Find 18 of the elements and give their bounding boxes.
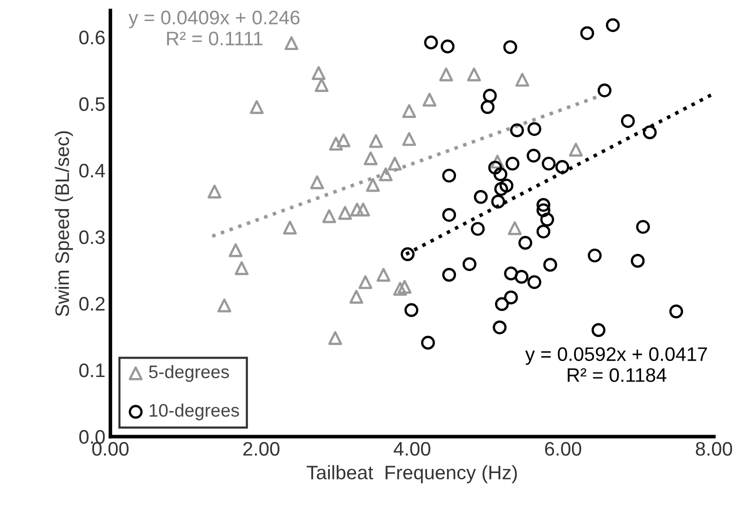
y-tick-label: 0.1	[79, 363, 105, 378]
y-axis-title: Swim Speed (BL/sec)	[54, 131, 73, 316]
y-tick-label: 0.3	[79, 230, 105, 244]
x-axis-title: Tailbeat Frequency (Hz)	[306, 465, 517, 484]
legend-label: 5-degrees	[149, 365, 229, 382]
annotation: y = 0.0592x + 0.0417 R² = 0.1184	[525, 347, 707, 382]
x-tick-label: 0.00	[92, 442, 129, 456]
x-tick-label: 2.00	[243, 442, 280, 456]
y-tick-label: 0.6	[79, 30, 105, 44]
y-tick-label: 0.5	[79, 97, 105, 111]
y-tick-label: 0.0	[79, 430, 105, 444]
x-tick-label: 6.00	[545, 442, 582, 456]
y-tick-label: 0.2	[79, 296, 105, 311]
x-tick-label: 8.00	[696, 442, 732, 456]
x-tick-label: 4.00	[394, 442, 430, 456]
annotation: y = 0.0409x + 0.246 R² = 0.1111	[128, 10, 300, 46]
legend-label: 10-degrees	[150, 404, 240, 420]
y-tick-label: 0.4	[79, 164, 105, 178]
